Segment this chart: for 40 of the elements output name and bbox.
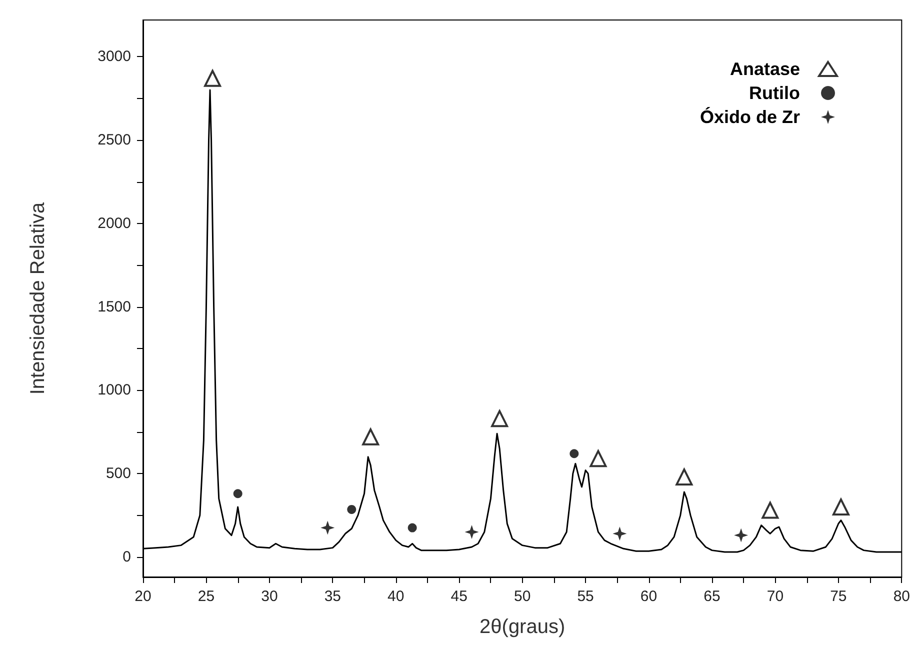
x-tick-label: 70	[766, 588, 784, 605]
x-tick-label: 25	[198, 588, 215, 605]
x-tick-label: 20	[134, 588, 152, 605]
point	[590, 450, 607, 468]
x-tick-label: 80	[893, 588, 910, 605]
x-tick-label: 40	[388, 588, 404, 605]
point	[233, 489, 242, 498]
y-tick-label: 500	[106, 465, 131, 482]
x-axis-title: 2θ(graus)	[480, 616, 566, 638]
x-tick-label: 45	[450, 588, 468, 605]
y-tick-label: 1000	[98, 382, 131, 399]
legend-label: Rutilo	[749, 83, 800, 103]
legend-label: Óxido de Zr	[700, 107, 800, 127]
point	[612, 526, 627, 541]
x-tick-label: 50	[514, 588, 531, 605]
x-tick-label: 55	[577, 588, 594, 605]
x-tick-label: 75	[830, 588, 847, 605]
x-tick-label: 65	[704, 588, 720, 605]
point	[762, 502, 779, 519]
y-tick-label: 1500	[98, 298, 131, 316]
point	[676, 468, 693, 486]
x-tick-label: 35	[324, 588, 342, 605]
point	[204, 70, 222, 87]
point	[570, 449, 579, 458]
y-tick-label: 3000	[98, 48, 131, 66]
point	[362, 428, 380, 446]
x-tick-label: 60	[640, 588, 658, 605]
y-tick-label: 2000	[98, 214, 131, 232]
point	[832, 498, 850, 516]
y-axis-title: Intensiedade Relativa	[27, 201, 49, 395]
point	[347, 504, 356, 514]
point	[491, 410, 508, 428]
point	[408, 523, 417, 532]
point	[320, 520, 335, 535]
y-tick-label: 0	[122, 548, 131, 566]
x-tick-label: 30	[261, 588, 278, 605]
legend-label: Anatase	[730, 59, 800, 79]
y-tick-label: 2500	[98, 132, 131, 149]
point	[464, 524, 479, 539]
point	[734, 528, 748, 542]
